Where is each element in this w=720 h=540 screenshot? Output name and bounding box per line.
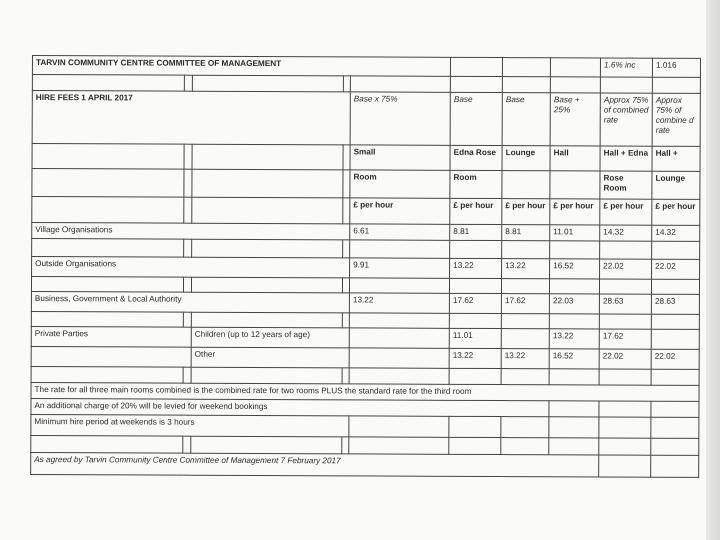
fee-cell: 13.22 (349, 292, 450, 314)
unit-label: £ per hour (599, 198, 652, 226)
fee-cell: 17.62 (449, 293, 502, 314)
fee-cell: 11.01 (549, 224, 600, 241)
basis-edna: Base (450, 92, 503, 146)
row-label: Business, Government & Local Authority (31, 291, 350, 313)
fee-cell: 8.81 (449, 224, 502, 241)
fee-cell: 14.32 (651, 225, 700, 242)
fee-cell (501, 328, 550, 349)
fee-cell (651, 329, 700, 350)
table-title: TARVIN COMMUNITY CENTRE COMMITTEE OF MAN… (32, 55, 451, 77)
fee-cell: 6.61 (349, 223, 450, 241)
basis-hall-edna: Approx 75% of combined rate (600, 92, 653, 147)
basis-hall: Base + 25% (550, 92, 601, 146)
room-name: Small (350, 144, 451, 171)
group-label: Private Parties (31, 326, 192, 348)
fee-cell: 13.22 (549, 328, 600, 349)
row-label: Other (191, 347, 350, 368)
unit-label: £ per hour (651, 199, 700, 226)
room-name-2: Room (349, 169, 451, 199)
agreed-statement: As agreed by Tarvin Community Centre Com… (30, 452, 599, 477)
basis-small: Base x 75% (350, 91, 451, 146)
unit-label: £ per hour (501, 198, 550, 225)
fee-cell: 13.22 (501, 348, 550, 369)
room-name: Hall + Edna (600, 145, 653, 172)
fee-cell (349, 347, 450, 369)
fee-cell: 16.52 (549, 258, 600, 279)
note-minimum-hire: Minimum hire period at weekends is 3 hou… (30, 414, 349, 437)
unit-label: £ per hour (449, 198, 502, 225)
fee-cell: 22.03 (549, 293, 600, 314)
fee-cell: 22.02 (651, 349, 700, 370)
fee-cell: 13.22 (449, 348, 502, 369)
fee-cell: 9.91 (349, 257, 450, 279)
fee-cell: 17.62 (599, 328, 652, 350)
room-name-2 (549, 170, 601, 199)
row-label: Children (up to 12 years of age) (191, 327, 350, 348)
hire-fees-heading: HIRE FEES 1 APRIL 2017 (32, 90, 351, 145)
row-label: Outside Organisations (31, 256, 350, 278)
room-name-2 (501, 170, 551, 199)
fee-cell: 17.62 (501, 293, 550, 314)
fee-cell: 28.63 (599, 293, 652, 315)
row-label: Village Organisations (31, 222, 350, 240)
page-edge (706, 0, 720, 540)
room-name: Edna Rose (450, 145, 503, 171)
fee-cell: 13.22 (449, 258, 502, 279)
room-name: Lounge (502, 145, 551, 171)
room-name: Hall (550, 145, 601, 171)
increase-factor: 1.016 (652, 58, 701, 78)
fee-cell: 8.81 (501, 224, 550, 241)
fee-cell: 16.52 (549, 348, 600, 369)
fee-cell: 28.63 (651, 294, 700, 315)
room-name: Hall + (652, 146, 701, 172)
room-name-2: Lounge (651, 171, 701, 200)
unit-label: £ per hour (549, 198, 600, 225)
room-name-2: Room (449, 170, 503, 199)
fee-cell: 22.02 (599, 348, 652, 370)
fee-cell: 22.02 (599, 258, 652, 280)
increase-label: 1.6% inc (600, 57, 653, 78)
room-name-2: Rose Room (599, 170, 653, 200)
fee-cell: 22.02 (651, 259, 700, 280)
unit-label: £ per hour (349, 197, 450, 225)
fee-cell: 11.01 (449, 328, 502, 349)
fee-cell: 14.32 (599, 224, 652, 242)
basis-hall-lounge: Approx 75% of combine d rate (652, 93, 701, 147)
basis-lounge: Base (502, 92, 551, 146)
hire-fees-table: TARVIN COMMUNITY CENTRE COMMITTEE OF MAN… (30, 55, 701, 478)
fee-cell: 13.22 (501, 258, 550, 279)
fee-cell (349, 327, 450, 349)
